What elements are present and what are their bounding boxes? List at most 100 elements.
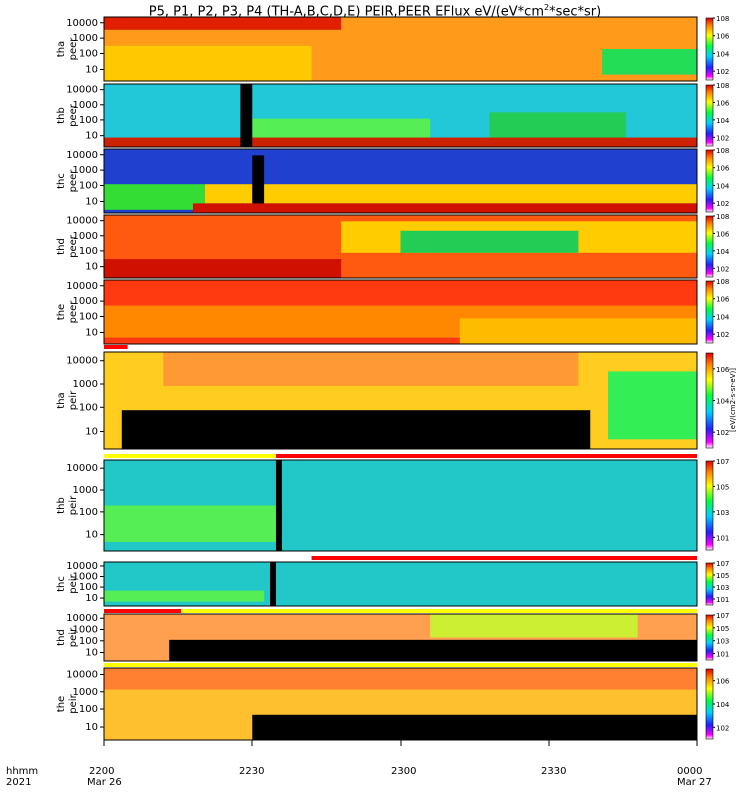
panel-probe-label: tha — [56, 41, 67, 57]
y-tick-label: 10000 — [66, 150, 98, 161]
flux-region-0 — [252, 118, 431, 138]
y-tick-label: 10000 — [66, 356, 98, 367]
panel-frame — [103, 148, 698, 214]
flux-region-1 — [169, 639, 698, 661]
panel-probe-label: the — [56, 304, 67, 320]
x-tick-0000: 0000 — [677, 766, 703, 777]
flux-region-0 — [163, 352, 579, 386]
panel-probe-label: thc — [56, 173, 67, 189]
colorbar-tick-label: 102 — [716, 265, 729, 273]
colorbar-tick-label: 102 — [716, 200, 729, 208]
colorbar-tick-label: 105 — [716, 625, 729, 633]
colorbar-tick-label: 108 — [716, 278, 729, 286]
x-tick-2200-date: Mar 26 — [87, 777, 122, 788]
y-tick-label: 100 — [79, 48, 98, 59]
panel-species-label: peir — [68, 693, 79, 713]
panel-species-label: peir — [68, 495, 79, 515]
panel-frame — [103, 83, 698, 148]
chart-title: P5, P1, P2, P3, P4 (TH-A,B,C,D,E) PEIR,P… — [148, 3, 602, 20]
spectrogram-panel-thc-peer: 10000 1000 100 10 thc peer 108 106 104 102 — [56, 147, 730, 214]
panel-probe-label: tha — [56, 392, 67, 408]
colorbar-tick-label: 104 — [716, 117, 730, 125]
x-tick-2300: 2300 — [391, 766, 417, 777]
colorbar-tick-label: 104 — [716, 398, 730, 406]
spectrogram-panel-thb-peir: 10000 1000 100 10 thb peir 107 105 103 101 — [56, 458, 729, 552]
flux-region-1 — [204, 184, 697, 204]
colorbar-tick-label: 107 — [716, 458, 729, 466]
colorbar-tick-label: 106 — [716, 296, 730, 304]
colorbar-tick-label: 108 — [716, 82, 729, 90]
colorbar-tick-label: 106 — [716, 678, 730, 686]
spectrogram-panel-thb-peer: 10000 1000 100 10 thb peer 108 106 104 102 — [56, 82, 730, 148]
status-bar-5 — [311, 556, 697, 560]
y-tick-label: 1000 — [73, 687, 98, 698]
flux-region-1 — [121, 410, 591, 449]
colorbar-tick-label: 104 — [716, 313, 730, 321]
panel-species-label: peer — [68, 300, 79, 324]
colorbar-tick-label: 103 — [716, 509, 729, 517]
y-tick-label: 10 — [85, 196, 98, 207]
x-axis-row2-label: 2021 — [6, 777, 32, 788]
colorbar — [705, 215, 714, 278]
status-bar-6 — [104, 609, 182, 613]
colorbar-tick-label: 103 — [716, 638, 729, 646]
y-tick-label: 100 — [79, 115, 98, 126]
panel-probe-label: thc — [56, 576, 67, 592]
colorbar-tick-label: 104 — [716, 182, 730, 190]
colorbar — [705, 280, 714, 344]
spectrogram-panel-thd-peer: 10000 1000 100 10 thd peer 108 106 104 102 — [56, 213, 730, 279]
flux-region-1 — [459, 318, 697, 344]
y-tick-label: 1000 — [73, 296, 98, 307]
status-bar-4 — [104, 556, 312, 560]
status-bar-0 — [104, 345, 128, 349]
y-tick-label: 10 — [85, 593, 98, 604]
y-tick-label: 10 — [85, 327, 98, 338]
flux-region-2 — [104, 17, 342, 30]
colorbar — [705, 562, 714, 606]
y-tick-label: 100 — [79, 636, 98, 647]
y-tick-label: 10000 — [66, 281, 98, 292]
y-tick-label: 10000 — [66, 18, 98, 29]
y-tick-label: 100 — [79, 704, 98, 715]
y-tick-label: 10000 — [66, 613, 98, 624]
colorbar-tick-label: 102 — [716, 134, 729, 142]
panel-probe-label: the — [56, 696, 67, 712]
colorbar — [705, 84, 714, 147]
y-tick-label: 10 — [85, 648, 98, 659]
panel-frame — [103, 613, 698, 662]
colorbar-tick-label: 101 — [716, 596, 729, 604]
y-tick-label: 10000 — [66, 561, 98, 572]
status-bar-3 — [275, 454, 697, 458]
panel-probe-label: thd — [56, 629, 67, 646]
panel-frame — [103, 279, 698, 345]
y-tick-label: 100 — [79, 402, 98, 413]
y-tick-label: 10 — [85, 262, 98, 273]
y-tick-label: 10 — [85, 722, 98, 733]
spectrogram-panel-the-peir: 10000 1000 100 10 the peir 106 104 102 — [56, 667, 730, 741]
panel-frame — [103, 459, 698, 552]
colorbar-tick-label: 104 — [716, 701, 730, 709]
colorbar-tick-label: 106 — [716, 99, 730, 107]
flux-region-2 — [252, 155, 265, 213]
y-tick-label: 1000 — [73, 100, 98, 111]
panel-species-label: peer — [68, 103, 79, 127]
x-tick-0000-date: Mar 27 — [677, 777, 712, 788]
flux-region-0 — [104, 668, 697, 690]
panel-frame — [103, 16, 698, 82]
panel-probe-label: thb — [56, 497, 67, 514]
spectrogram-panel-the-peer: 10000 1000 100 10 the peer 108 106 104 102 — [56, 278, 730, 345]
colorbar-tick-label: 107 — [716, 612, 729, 620]
status-bar-8 — [104, 663, 697, 667]
panel-frame — [103, 351, 698, 450]
flux-region-1 — [400, 230, 579, 253]
flux-region-1 — [252, 714, 697, 740]
flux-region-2 — [608, 371, 697, 440]
colorbar — [705, 17, 714, 81]
status-bar-1 — [127, 345, 698, 349]
flux-region-0 — [104, 590, 265, 602]
colorbar — [705, 460, 714, 551]
y-tick-label: 1000 — [73, 572, 98, 583]
colorbar-tick-label: 107 — [716, 560, 729, 568]
y-tick-label: 100 — [79, 180, 98, 191]
